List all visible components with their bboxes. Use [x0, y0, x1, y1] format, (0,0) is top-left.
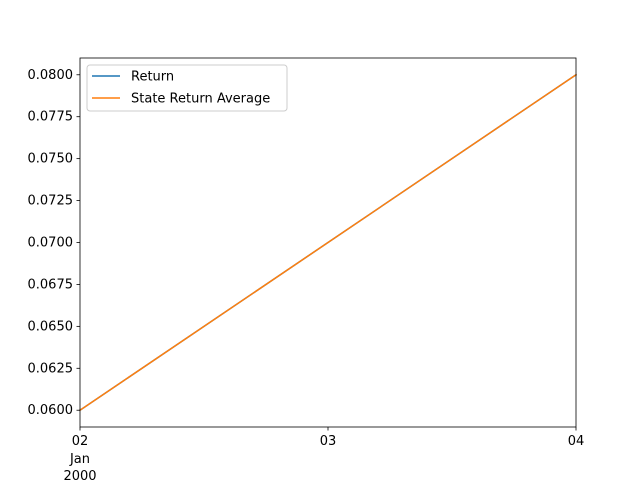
x-tick-month-label: Jan	[69, 452, 90, 467]
legend: Return State Return Average	[86, 64, 288, 112]
x-tick-label: 02	[72, 434, 89, 449]
y-tick-label: 0.0750	[28, 152, 74, 167]
x-axis: 02 Jan 2000 03 04	[63, 427, 585, 484]
y-tick-label: 0.0600	[28, 403, 74, 418]
y-tick-label: 0.0725	[28, 194, 74, 209]
y-axis: 0.0600 0.0625 0.0650 0.0675 0.0700 0.0725 0.07…	[28, 68, 80, 418]
x-tick-year-label: 2000	[63, 469, 96, 480]
legend-box	[86, 64, 288, 112]
x-tick-label: 04	[568, 434, 585, 449]
legend-label: State Return Average	[131, 92, 270, 107]
y-tick-label: 0.0675	[28, 277, 74, 292]
legend-label: Return	[131, 70, 174, 85]
series-layer	[78, 73, 578, 412]
y-tick-label: 0.0775	[28, 110, 74, 125]
y-tick-label: 0.0650	[28, 319, 74, 334]
y-tick-label: 0.0700	[28, 236, 74, 251]
x-tick-label: 03	[320, 434, 337, 449]
series-line-2	[78, 73, 578, 412]
y-tick-label: 0.0800	[28, 68, 74, 83]
y-tick-label: 0.0625	[28, 361, 74, 376]
